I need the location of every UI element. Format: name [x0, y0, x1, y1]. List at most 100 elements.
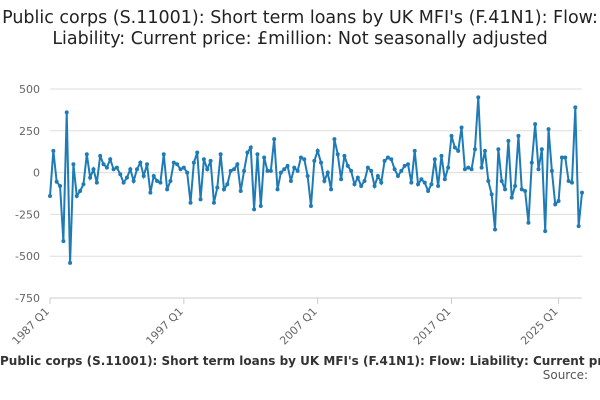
data-point[interactable]: [114, 165, 119, 170]
data-point[interactable]: [449, 133, 454, 138]
data-point[interactable]: [409, 180, 414, 185]
data-point[interactable]: [225, 182, 230, 187]
data-point[interactable]: [392, 167, 397, 172]
data-point[interactable]: [389, 157, 394, 162]
data-point[interactable]: [48, 194, 52, 199]
data-point[interactable]: [195, 150, 200, 155]
data-point[interactable]: [181, 165, 186, 170]
data-point[interactable]: [315, 148, 320, 153]
data-point[interactable]: [539, 147, 544, 152]
data-point[interactable]: [235, 162, 240, 167]
data-point[interactable]: [526, 220, 531, 225]
data-point[interactable]: [559, 155, 564, 160]
data-point[interactable]: [439, 153, 444, 158]
data-point[interactable]: [432, 157, 437, 162]
data-point[interactable]: [362, 178, 367, 183]
data-point[interactable]: [134, 167, 139, 172]
data-point[interactable]: [61, 239, 66, 244]
data-point[interactable]: [91, 167, 96, 172]
data-point[interactable]: [322, 178, 327, 183]
data-point[interactable]: [121, 180, 126, 185]
data-point[interactable]: [462, 167, 467, 172]
data-point[interactable]: [493, 227, 498, 232]
data-point[interactable]: [516, 133, 521, 138]
data-point[interactable]: [191, 160, 196, 165]
data-point[interactable]: [278, 170, 283, 175]
data-point[interactable]: [476, 95, 481, 100]
data-point[interactable]: [369, 168, 374, 173]
data-point[interactable]: [345, 163, 350, 168]
data-point[interactable]: [452, 145, 457, 150]
data-point[interactable]: [566, 178, 571, 183]
data-point[interactable]: [355, 175, 360, 180]
data-point[interactable]: [238, 188, 243, 193]
data-point[interactable]: [104, 165, 109, 170]
data-point[interactable]: [556, 199, 561, 204]
data-point[interactable]: [111, 167, 116, 172]
data-point[interactable]: [108, 157, 113, 162]
data-point[interactable]: [466, 165, 471, 170]
data-point[interactable]: [456, 148, 461, 153]
data-point[interactable]: [161, 152, 166, 157]
data-point[interactable]: [382, 158, 387, 163]
data-point[interactable]: [536, 167, 541, 172]
data-point[interactable]: [101, 162, 106, 167]
data-point[interactable]: [580, 190, 584, 195]
data-point[interactable]: [482, 148, 487, 153]
data-point[interactable]: [339, 177, 344, 182]
data-point[interactable]: [329, 187, 334, 192]
data-point[interactable]: [138, 160, 143, 165]
data-point[interactable]: [175, 162, 180, 167]
data-point[interactable]: [275, 187, 280, 192]
data-point[interactable]: [228, 168, 233, 173]
data-point[interactable]: [469, 167, 474, 172]
data-point[interactable]: [151, 173, 156, 178]
data-point[interactable]: [472, 147, 477, 152]
data-point[interactable]: [215, 185, 220, 190]
data-point[interactable]: [402, 163, 407, 168]
data-point[interactable]: [205, 167, 210, 172]
data-point[interactable]: [446, 165, 451, 170]
data-point[interactable]: [379, 180, 384, 185]
data-point[interactable]: [131, 178, 136, 183]
data-point[interactable]: [332, 137, 337, 142]
data-point[interactable]: [98, 153, 103, 158]
data-point[interactable]: [422, 180, 427, 185]
data-point[interactable]: [201, 157, 206, 162]
data-point[interactable]: [416, 182, 421, 187]
data-point[interactable]: [385, 155, 390, 160]
data-point[interactable]: [88, 175, 93, 180]
data-point[interactable]: [399, 168, 404, 173]
data-point[interactable]: [124, 175, 129, 180]
data-point[interactable]: [178, 167, 183, 172]
data-point[interactable]: [563, 155, 568, 160]
data-point[interactable]: [359, 183, 364, 188]
data-point[interactable]: [81, 182, 86, 187]
data-point[interactable]: [529, 160, 534, 165]
data-point[interactable]: [479, 165, 484, 170]
data-point[interactable]: [442, 177, 447, 182]
data-point[interactable]: [543, 229, 548, 234]
data-point[interactable]: [165, 187, 170, 192]
data-point[interactable]: [54, 179, 59, 184]
data-point[interactable]: [221, 187, 226, 192]
data-point[interactable]: [272, 137, 277, 142]
data-point[interactable]: [185, 170, 190, 175]
data-point[interactable]: [459, 125, 464, 130]
data-point[interactable]: [74, 194, 79, 199]
data-point[interactable]: [496, 147, 501, 152]
data-point[interactable]: [365, 165, 370, 170]
data-point[interactable]: [158, 180, 163, 185]
data-point[interactable]: [78, 188, 83, 193]
data-point[interactable]: [265, 168, 270, 173]
data-point[interactable]: [503, 187, 508, 192]
legend[interactable]: Public corps (S.11001): Short term loans…: [0, 350, 600, 370]
data-point[interactable]: [519, 187, 524, 192]
data-point[interactable]: [506, 138, 511, 143]
data-point[interactable]: [288, 178, 293, 183]
data-point[interactable]: [94, 180, 99, 185]
data-point[interactable]: [155, 178, 160, 183]
data-point[interactable]: [499, 178, 504, 183]
data-point[interactable]: [252, 207, 257, 212]
data-point[interactable]: [553, 202, 558, 207]
